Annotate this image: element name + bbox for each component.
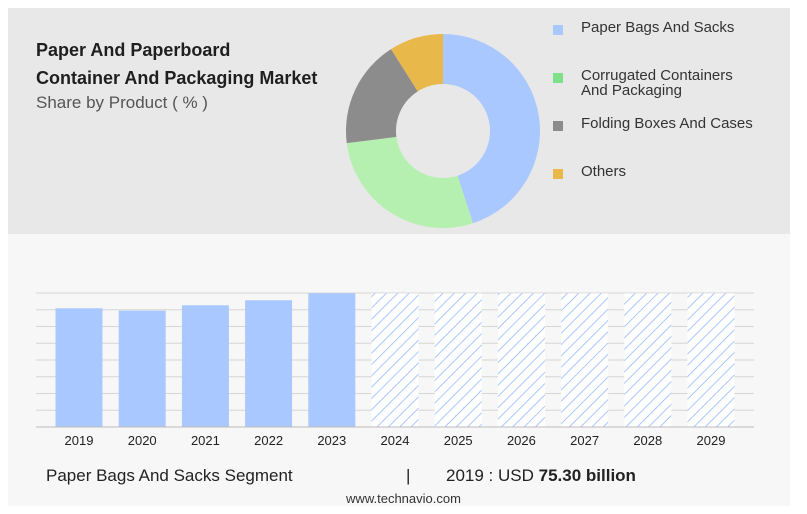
x-tick-label: 2022 xyxy=(254,433,283,448)
bar-forecast xyxy=(434,293,482,427)
segment-value: 75.30 billion xyxy=(538,466,636,485)
x-tick-label: 2029 xyxy=(697,433,726,448)
legend-label: Corrugated Containers And Packaging xyxy=(581,67,733,99)
legend-item-folding-boxes: Folding Boxes And Cases xyxy=(553,116,753,131)
segment-label: Paper Bags And Sacks Segment xyxy=(46,466,293,485)
x-tick-label: 2025 xyxy=(444,433,473,448)
bar xyxy=(118,310,166,427)
x-tick-label: 2028 xyxy=(633,433,662,448)
chart-title: Paper And Paperboard Container And Packa… xyxy=(36,36,317,92)
title-line-2: Container And Packaging Market xyxy=(36,68,318,88)
bar-forecast xyxy=(371,293,419,427)
x-tick-label: 2027 xyxy=(570,433,599,448)
source-link[interactable]: www.technavio.com xyxy=(346,491,461,506)
legend-label: Paper Bags And Sacks xyxy=(581,19,735,36)
x-tick-label: 2026 xyxy=(507,433,536,448)
legend-label: Others xyxy=(581,163,627,180)
legend-item-paper-bags: Paper Bags And Sacks xyxy=(553,20,734,35)
bar-forecast xyxy=(561,293,609,427)
x-tick-label: 2024 xyxy=(381,433,410,448)
legend-swatch xyxy=(553,169,563,179)
bar xyxy=(55,308,103,427)
x-tick-label: 2020 xyxy=(128,433,157,448)
x-tick-label: 2021 xyxy=(191,433,220,448)
bar xyxy=(181,305,229,427)
footer-year-value: 2019 : USD 75.30 billion xyxy=(446,466,636,486)
legend-item-corrugated: Corrugated Containers And Packaging xyxy=(553,68,733,98)
legend-swatch xyxy=(553,73,563,83)
x-tick-label: 2019 xyxy=(65,433,94,448)
bar xyxy=(308,293,356,427)
donut-slice xyxy=(346,136,473,228)
footer: Paper Bags And Sacks Segment | 2019 : US… xyxy=(46,466,636,486)
legend-item-others: Others xyxy=(553,164,626,179)
chart-subtitle: Share by Product ( % ) xyxy=(36,93,208,112)
bar xyxy=(245,300,293,427)
bar-forecast xyxy=(497,293,545,427)
donut-slice xyxy=(391,34,443,92)
donut-slice xyxy=(443,34,540,224)
legend-swatch xyxy=(553,121,563,131)
footer-divider: | xyxy=(406,466,411,485)
bar-forecast xyxy=(624,293,672,427)
legend-label: Folding Boxes And Cases xyxy=(581,115,753,132)
year-label: 2019 : USD xyxy=(446,466,534,485)
bar-forecast xyxy=(687,293,735,427)
title-line-1: Paper And Paperboard xyxy=(36,40,231,60)
donut-chart xyxy=(346,34,540,228)
donut-slice xyxy=(346,49,418,144)
x-tick-label: 2023 xyxy=(317,433,346,448)
legend-swatch xyxy=(553,25,563,35)
